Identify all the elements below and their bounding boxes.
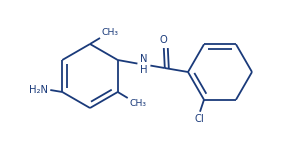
Text: N: N xyxy=(140,54,147,64)
Text: Cl: Cl xyxy=(194,114,204,124)
Text: O: O xyxy=(160,35,168,45)
Text: H₂N: H₂N xyxy=(29,85,48,95)
Text: H: H xyxy=(140,65,147,75)
Text: CH₃: CH₃ xyxy=(130,99,147,108)
Text: CH₃: CH₃ xyxy=(102,28,119,37)
